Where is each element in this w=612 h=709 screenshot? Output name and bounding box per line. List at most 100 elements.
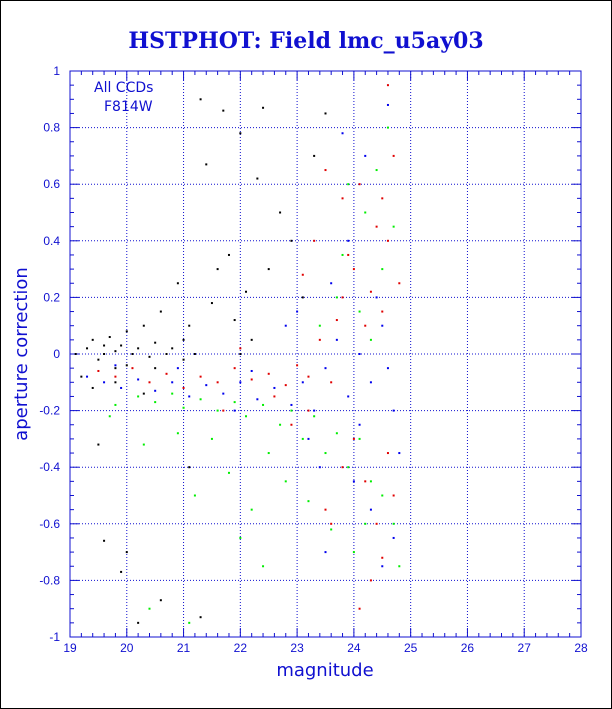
data-point	[125, 330, 128, 333]
data-point	[74, 353, 77, 355]
data-point	[381, 324, 384, 327]
data-point	[91, 338, 94, 341]
data-point	[97, 369, 100, 372]
data-point	[341, 197, 344, 200]
data-point	[375, 296, 378, 299]
data-point	[199, 375, 202, 378]
x-tick-label: 24	[347, 641, 361, 655]
data-point	[381, 268, 384, 271]
y-tick-label: -0.4	[39, 460, 60, 474]
y-tick-label: 0	[53, 347, 60, 361]
data-point	[227, 471, 230, 474]
y-axis-label: aperture correction	[11, 267, 32, 441]
data-point	[216, 268, 219, 271]
data-point	[358, 183, 361, 186]
data-point	[222, 409, 225, 412]
data-point	[364, 154, 367, 157]
annotation-filter: F814W	[104, 99, 153, 115]
data-point	[290, 423, 293, 426]
x-tick-labels: 19 20 21 22 23 24 25 26 27 28	[63, 641, 588, 655]
data-point	[381, 565, 384, 568]
data-point	[381, 310, 384, 313]
data-point	[330, 528, 333, 531]
data-point	[114, 364, 117, 367]
data-point	[114, 381, 117, 384]
data-point	[86, 375, 89, 378]
data-point	[154, 389, 157, 392]
data-point	[358, 607, 361, 610]
data-point	[171, 392, 174, 395]
data-point	[114, 375, 117, 378]
data-point	[216, 381, 219, 384]
x-tick-label: 19	[63, 641, 77, 655]
data-point	[335, 296, 338, 299]
data-point	[182, 338, 185, 341]
data-point	[381, 494, 384, 497]
data-point	[114, 403, 117, 406]
data-point	[154, 401, 157, 404]
data-point	[284, 480, 287, 483]
data-point	[222, 392, 225, 395]
chart-title: HSTPHOT: Field lmc_u5ay03	[128, 28, 483, 54]
data-point	[313, 409, 316, 412]
data-point	[159, 310, 162, 313]
data-point	[188, 324, 191, 327]
data-point	[318, 466, 321, 469]
data-point	[137, 378, 140, 381]
data-point	[369, 290, 372, 293]
grid-lines	[70, 71, 581, 637]
y-tick-label: -0.8	[39, 573, 60, 587]
data-point	[330, 381, 333, 384]
data-point	[108, 415, 111, 418]
data-point	[386, 84, 389, 87]
data-point	[313, 239, 316, 242]
data-point	[250, 508, 253, 511]
data-point	[330, 522, 333, 525]
data-point	[216, 409, 219, 412]
data-point	[137, 621, 140, 624]
x-tick-label: 23	[290, 641, 304, 655]
data-point	[80, 375, 83, 378]
data-point	[358, 437, 361, 440]
data-point	[267, 372, 270, 375]
data-point	[171, 381, 174, 384]
y-tick-label: 0.6	[43, 177, 60, 191]
data-point	[381, 556, 384, 559]
data-point	[358, 310, 361, 313]
data-point	[318, 338, 321, 341]
data-point	[301, 381, 304, 384]
data-point	[324, 112, 327, 115]
data-point	[256, 177, 259, 180]
data-point	[352, 268, 355, 271]
data-point	[199, 398, 202, 401]
data-point	[239, 536, 242, 539]
data-point	[369, 480, 372, 483]
y-tick-label: 0.4	[43, 234, 60, 248]
data-point	[103, 381, 106, 384]
data-point	[188, 621, 191, 624]
data-point	[341, 132, 344, 135]
data-point	[307, 375, 310, 378]
data-point	[347, 183, 350, 186]
data-point	[131, 367, 134, 370]
data-point	[335, 338, 338, 341]
data-point	[233, 367, 236, 370]
y-tick-labels: -1 -0.8 -0.6 -0.4 -0.2 0 0.2 0.4 0.6 0.8 1	[39, 64, 60, 644]
data-point	[262, 106, 265, 109]
data-point	[199, 616, 202, 619]
data-point	[97, 443, 100, 446]
data-point	[193, 353, 196, 355]
data-point	[347, 466, 350, 469]
data-point	[386, 126, 389, 129]
data-point	[142, 324, 145, 327]
data-point	[352, 480, 355, 483]
data-point	[239, 132, 242, 135]
data-point	[148, 355, 151, 358]
data-point	[250, 369, 253, 372]
data-point	[335, 319, 338, 322]
data-point	[375, 225, 378, 228]
data-point	[176, 432, 179, 435]
data-point	[398, 452, 401, 455]
data-point	[290, 409, 293, 412]
